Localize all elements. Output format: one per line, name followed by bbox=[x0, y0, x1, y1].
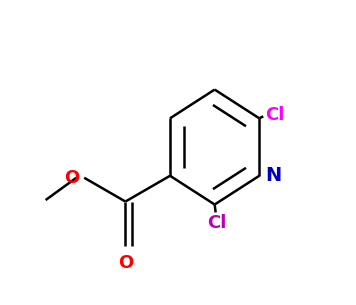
Text: O: O bbox=[118, 254, 133, 272]
Text: Cl: Cl bbox=[265, 106, 284, 124]
Text: Cl: Cl bbox=[207, 214, 226, 232]
Text: N: N bbox=[265, 166, 282, 185]
Text: O: O bbox=[64, 169, 79, 187]
